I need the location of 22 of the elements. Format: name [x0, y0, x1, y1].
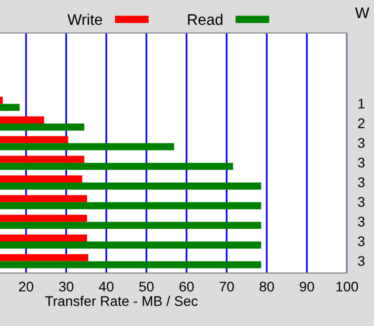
text: 3 — [358, 177, 365, 188]
x-axis-title: Transfer Rate - MB / Sec — [45, 296, 198, 306]
x-tick-label: 100 — [336, 282, 358, 292]
x-tick-label: 40 — [98, 282, 114, 292]
x-tick-label: 50 — [139, 282, 154, 292]
text: 3 — [358, 158, 365, 168]
x-tick-label: 60 — [180, 282, 194, 292]
legend-label: Write — [67, 14, 102, 25]
legend-label: Read — [188, 14, 222, 25]
x-tick-label: 30 — [58, 282, 74, 292]
x-tick-label: 70 — [220, 282, 234, 292]
text: 3 — [358, 236, 365, 246]
text: 3 — [358, 138, 365, 148]
x-tick-label: 80 — [260, 282, 274, 292]
text: 2 — [358, 118, 364, 128]
text: W — [355, 7, 370, 18]
x-tick-label: 90 — [300, 282, 314, 292]
x-tick-label: 20 — [19, 282, 34, 292]
text: 1 — [358, 98, 364, 108]
text: 3 — [358, 197, 365, 207]
text: 3 — [358, 256, 365, 266]
text: 3 — [358, 216, 365, 227]
